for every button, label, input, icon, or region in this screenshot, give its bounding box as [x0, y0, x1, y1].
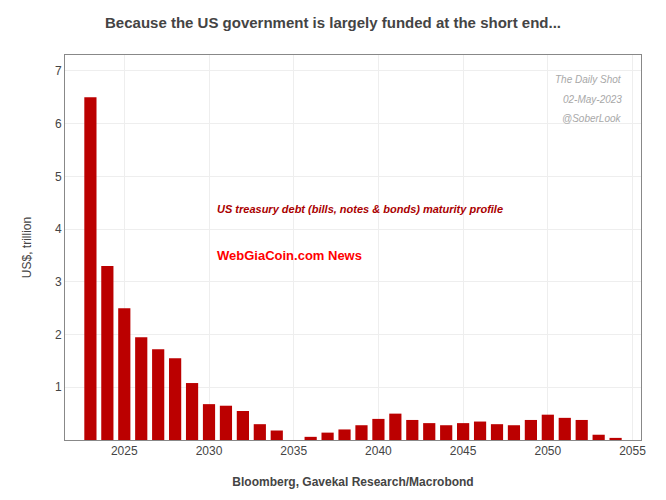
- svg-text:2040: 2040: [365, 444, 392, 458]
- svg-text:1: 1: [55, 380, 62, 394]
- svg-text:2035: 2035: [280, 444, 307, 458]
- svg-text:2045: 2045: [450, 444, 477, 458]
- svg-text:@SoberLook: @SoberLook: [562, 113, 622, 124]
- svg-text:2025: 2025: [111, 444, 138, 458]
- svg-text:2: 2: [55, 328, 62, 342]
- svg-text:Bloomberg, Gavekal Research/Ma: Bloomberg, Gavekal Research/Macrobond: [232, 475, 473, 489]
- svg-text:3: 3: [55, 275, 62, 289]
- svg-text:6: 6: [55, 117, 62, 131]
- svg-text:Because the US government is l: Because the US government is largely fun…: [105, 14, 561, 31]
- svg-text:The Daily Shot: The Daily Shot: [555, 74, 622, 85]
- svg-text:US$, trillion: US$, trillion: [20, 217, 34, 278]
- svg-text:US treasury debt (bills, notes: US treasury debt (bills, notes & bonds) …: [217, 203, 503, 215]
- svg-text:2055: 2055: [619, 444, 646, 458]
- svg-text:2030: 2030: [196, 444, 223, 458]
- svg-text:02-May-2023: 02-May-2023: [563, 94, 622, 105]
- svg-text:4: 4: [55, 222, 62, 236]
- svg-text:WebGiaCoin.com News: WebGiaCoin.com News: [217, 248, 362, 263]
- svg-text:2050: 2050: [534, 444, 561, 458]
- svg-text:7: 7: [55, 64, 62, 78]
- svg-text:5: 5: [55, 170, 62, 184]
